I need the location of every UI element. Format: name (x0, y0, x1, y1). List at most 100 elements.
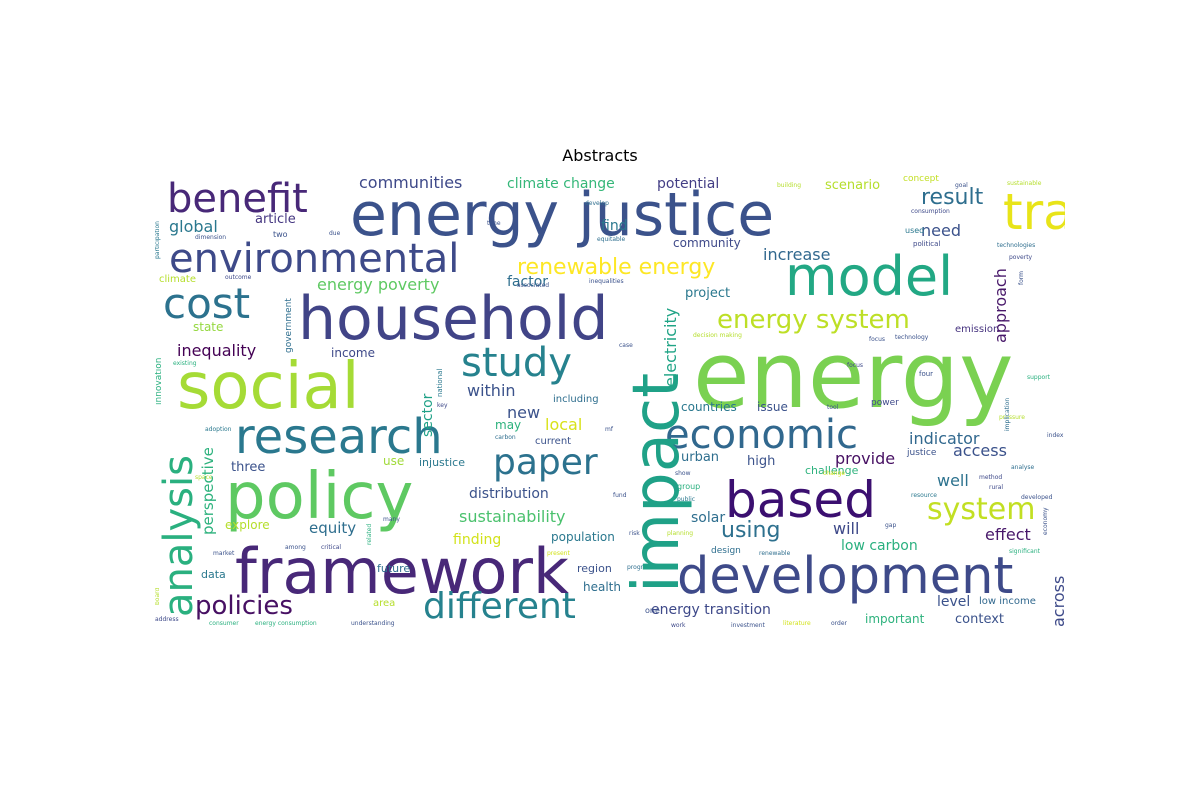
cloud-word: four (919, 370, 934, 378)
cloud-word: political (913, 240, 941, 248)
cloud-word: global (169, 217, 218, 236)
cloud-word: many (383, 516, 400, 523)
cloud-word: two (273, 230, 288, 239)
cloud-word: economy (1042, 507, 1049, 535)
cloud-word: will (833, 519, 860, 538)
cloud-word: new (507, 403, 541, 422)
cloud-word: board (155, 587, 161, 605)
cloud-word: concept (903, 175, 939, 184)
cloud-word: indicator (909, 429, 980, 448)
cloud-word: inequality (177, 341, 257, 360)
cloud-word: benefit (167, 176, 308, 222)
cloud-word: building (777, 182, 802, 189)
cloud-word: associated (517, 282, 550, 289)
cloud-word: due (329, 230, 341, 237)
cloud-word: carbon (495, 434, 516, 441)
cloud-word: technologies (997, 242, 1036, 249)
cloud-word: model (785, 245, 954, 308)
cloud-word: access (953, 441, 1007, 460)
cloud-word: project (685, 286, 731, 301)
cloud-word: challenge (805, 464, 859, 477)
cloud-word: sector (420, 393, 436, 437)
cloud-word: area (373, 598, 396, 609)
cloud-word: need (921, 221, 961, 240)
cloud-word: climate change (507, 176, 615, 192)
cloud-word: high (747, 454, 776, 469)
cloud-word: consumption (911, 208, 950, 215)
cloud-word: framework (235, 535, 569, 608)
cloud-word: equity (309, 519, 357, 537)
cloud-word: dimension (195, 234, 227, 241)
cloud-word: equitable (597, 236, 626, 243)
cloud-word: perspective (199, 447, 217, 535)
cloud-word: goal (955, 182, 968, 189)
cloud-word: program (627, 564, 653, 571)
cloud-word: implication (1004, 397, 1011, 431)
cloud-word: factor (507, 274, 549, 290)
cloud-word: work (671, 622, 686, 629)
cloud-word: literature (783, 620, 811, 627)
cloud-word: inequalities (589, 278, 624, 285)
cloud-word: poverty (1009, 254, 1033, 261)
cloud-word: pressure (999, 414, 1025, 421)
cloud-word: participation (155, 221, 161, 259)
cloud-word: risk (629, 530, 640, 537)
cloud-word: provide (835, 449, 896, 468)
cloud-word: population (551, 530, 615, 544)
cloud-word: renewable energy (517, 255, 716, 280)
cloud-word: index (1047, 432, 1064, 439)
cloud-word: method (979, 474, 1003, 481)
cloud-word: urban (681, 450, 720, 465)
cloud-word: find (601, 218, 628, 234)
cloud-word: time (487, 220, 501, 227)
cloud-word: analyse (1011, 464, 1035, 471)
cloud-word: system (927, 492, 1036, 527)
figure-title: Abstracts (562, 146, 638, 165)
cloud-word: impact (620, 372, 694, 593)
cloud-word: approach (991, 268, 1010, 343)
cloud-word: decision making (693, 332, 742, 339)
cloud-word: form (1018, 271, 1025, 285)
cloud-word: energy transition (651, 602, 771, 618)
cloud-word: mf (605, 426, 613, 433)
cloud-word: future (377, 562, 411, 575)
cloud-word: transition (1003, 183, 1065, 241)
cloud-word: income (331, 346, 375, 360)
cloud-word: current (535, 436, 572, 447)
cloud-word: study (461, 340, 572, 386)
cloud-word: scenario (825, 178, 881, 193)
cloud-word: used (905, 226, 925, 235)
cloud-word: focus (869, 336, 886, 343)
cloud-word: within (467, 381, 516, 400)
cloud-word: distribution (469, 486, 549, 502)
cloud-word: innovation (155, 357, 164, 406)
cloud-word: analysis (156, 455, 202, 617)
cloud-word: adoption (205, 426, 232, 433)
cloud-word: change (823, 470, 846, 477)
cloud-word: social (177, 350, 360, 424)
cloud-word: significant (1009, 548, 1040, 555)
cloud-word: one (645, 606, 660, 615)
cloud-word: development (677, 547, 1014, 606)
cloud-word: economic (665, 412, 858, 458)
cloud-word: related (366, 523, 373, 545)
cloud-word: critical (321, 544, 342, 551)
cloud-word: show (675, 470, 691, 477)
cloud-word: finding (453, 532, 502, 548)
cloud-word: emission (955, 324, 1000, 335)
cloud-word: across (1049, 575, 1065, 627)
cloud-word: energy (693, 322, 1014, 429)
cloud-word: research (235, 409, 443, 465)
cloud-word: focus (847, 362, 864, 369)
cloud-word: policies (195, 591, 293, 621)
cloud-word: existing (173, 360, 197, 367)
cloud-word: climate (159, 274, 196, 285)
cloud-word: different (423, 586, 576, 627)
cloud-word: among (285, 544, 306, 551)
cloud-word: injustice (419, 456, 465, 469)
cloud-word: fund (613, 492, 627, 499)
cloud-word: issue (757, 400, 788, 414)
cloud-word: communities (359, 175, 463, 192)
cloud-word: gap (885, 522, 897, 529)
cloud-word: community (673, 236, 741, 250)
